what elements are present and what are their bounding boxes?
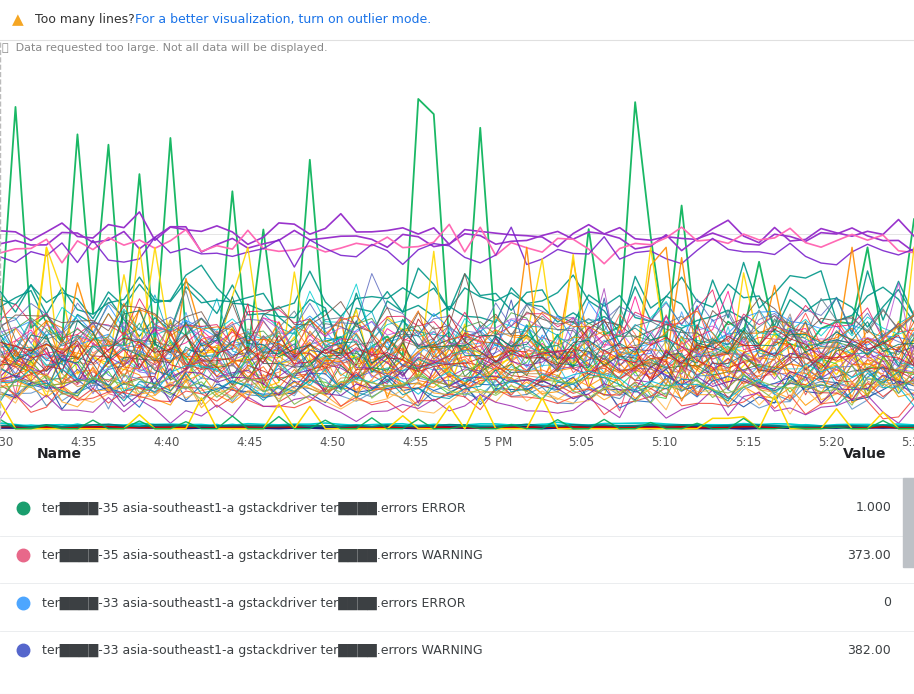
Text: ⓘ  Data requested too large. Not all data will be displayed.: ⓘ Data requested too large. Not all data… xyxy=(2,42,327,53)
Text: 382.00: 382.00 xyxy=(847,644,891,657)
Text: Too many lines?: Too many lines? xyxy=(35,13,139,26)
Text: ter████-35 asia-southeast1-a gstackdriver ter████.errors ERROR: ter████-35 asia-southeast1-a gstackdrive… xyxy=(42,501,465,514)
Bar xyxy=(903,477,914,567)
Text: For a better visualization, turn on outlier mode.: For a better visualization, turn on outl… xyxy=(135,13,431,26)
Text: ter████-33 asia-southeast1-a gstackdriver ter████.errors ERROR: ter████-33 asia-southeast1-a gstackdrive… xyxy=(42,596,465,609)
Text: 0: 0 xyxy=(883,596,891,609)
Text: 373.00: 373.00 xyxy=(847,549,891,562)
Text: ▲: ▲ xyxy=(12,12,24,28)
Text: Value: Value xyxy=(843,447,887,461)
Text: 1.000: 1.000 xyxy=(856,501,891,514)
Text: Name: Name xyxy=(37,447,81,461)
Text: ter████-35 asia-southeast1-a gstackdriver ter████.errors WARNING: ter████-35 asia-southeast1-a gstackdrive… xyxy=(42,549,483,562)
Text: ter████-33 asia-southeast1-a gstackdriver ter████.errors WARNING: ter████-33 asia-southeast1-a gstackdrive… xyxy=(42,644,483,657)
